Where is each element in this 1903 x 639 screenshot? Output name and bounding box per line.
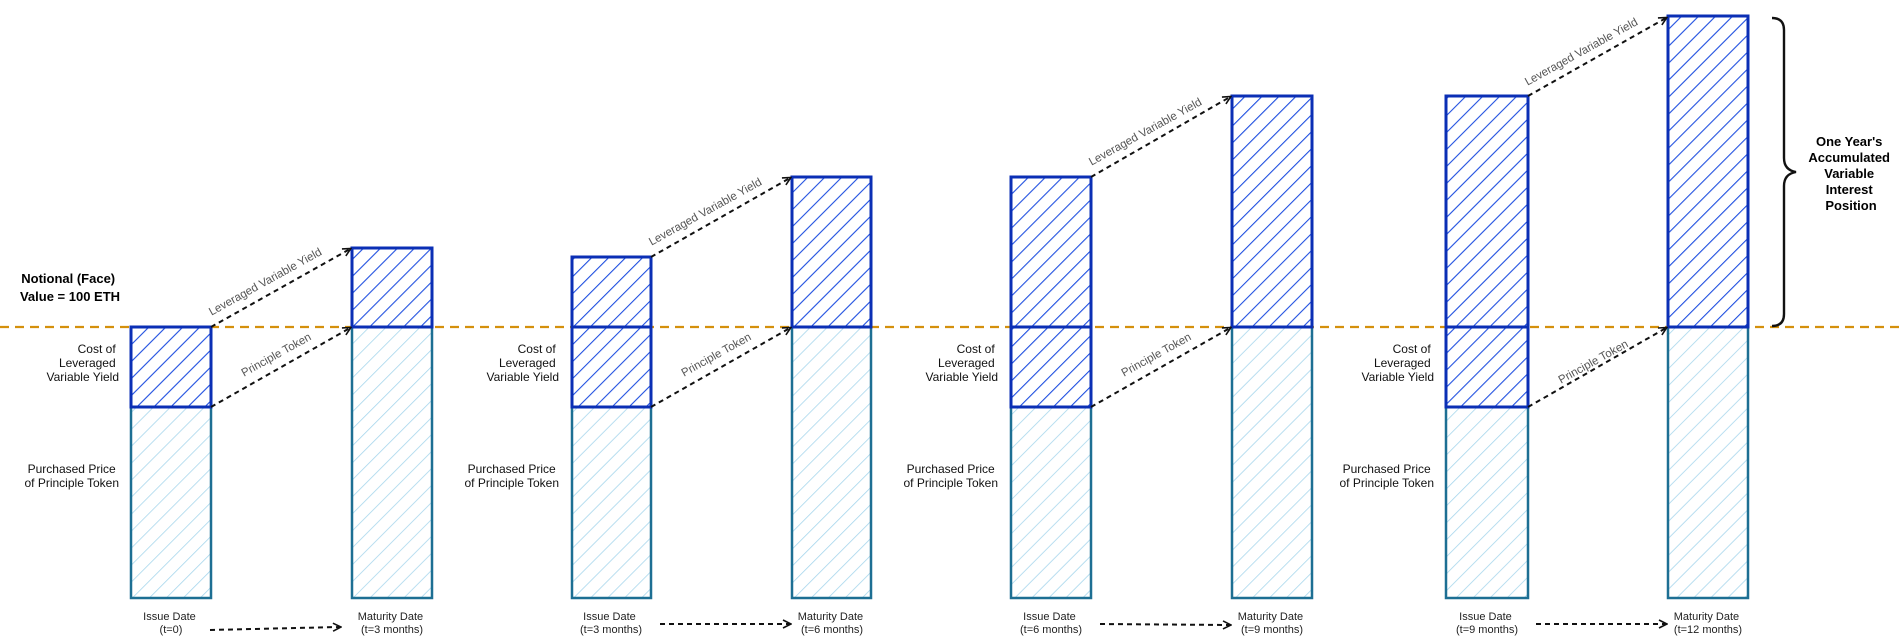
maturity-yield-bar <box>790 175 873 329</box>
issue-cost-bar <box>1009 325 1093 409</box>
issue-cost-bar <box>570 325 653 409</box>
issue-cost-bar <box>129 325 213 409</box>
principle-token-arrow-label: Principle Token <box>1120 331 1194 379</box>
issue-carried-yield-bar <box>1444 94 1530 329</box>
period-1: Cost of Leveraged Variable Yield Purchas… <box>25 246 434 636</box>
issue-principle-bar <box>570 405 653 600</box>
principle-token-arrow-label: Principle Token <box>240 331 314 379</box>
variable-yield-arrow <box>650 178 790 258</box>
variable-yield-arrow-label: Leveraged Variable Yield <box>647 176 764 248</box>
maturity-yield-bar <box>1666 14 1750 329</box>
period-2: Cost of Leveraged Variable Yield Purchas… <box>465 175 873 636</box>
cost-label: Cost of Leveraged Variable Yield <box>926 342 999 384</box>
issue-date-label: Issue Date (t=3 months) <box>580 611 642 636</box>
accumulated-position-label: One Year's Accumulated Variable Interest… <box>1808 134 1893 213</box>
principle-token-arrow <box>1527 328 1666 408</box>
maturity-date-label: Maturity Date (t=9 months) <box>1238 611 1306 636</box>
principle-token-arrow <box>210 328 350 408</box>
issue-date-label: Issue Date (t=0) <box>143 611 199 636</box>
maturity-principle-bar <box>1666 325 1750 600</box>
maturity-date-label: Maturity Date (t=12 months) <box>1674 611 1742 636</box>
period-4: Cost of Leveraged Variable Yield Purchas… <box>1340 14 1750 636</box>
maturity-date-label: Maturity Date (t=3 months) <box>358 611 426 636</box>
cost-label: Cost of Leveraged Variable Yield <box>487 342 560 384</box>
variable-yield-arrow-label: Leveraged Variable Yield <box>207 246 324 318</box>
timeline-arrow <box>209 627 340 630</box>
variable-yield-arrow-label: Leveraged Variable Yield <box>1087 96 1204 168</box>
maturity-principle-bar <box>350 325 434 600</box>
variable-yield-arrow <box>210 249 350 328</box>
principle-token-arrow <box>650 328 790 408</box>
period-3: Cost of Leveraged Variable Yield Purchas… <box>904 94 1314 636</box>
timeline-arrow <box>1099 624 1230 625</box>
variable-yield-arrow <box>1527 18 1666 97</box>
purchase-label: Purchased Price of Principle Token <box>904 462 999 490</box>
maturity-principle-bar <box>1230 325 1314 600</box>
issue-carried-yield-bar <box>1009 175 1093 329</box>
issue-principle-bar <box>1009 405 1093 600</box>
issue-carried-yield-bar <box>570 255 653 329</box>
issue-date-label: Issue Date (t=9 months) <box>1456 611 1518 636</box>
variable-yield-arrow-label: Leveraged Variable Yield <box>1523 16 1640 88</box>
maturity-yield-bar <box>350 246 434 329</box>
issue-principle-bar <box>129 405 213 600</box>
principle-token-arrow-label: Principle Token <box>680 331 754 379</box>
maturity-date-label: Maturity Date (t=6 months) <box>798 611 866 636</box>
cost-label: Cost of Leveraged Variable Yield <box>1362 342 1435 384</box>
purchase-label: Purchased Price of Principle Token <box>1340 462 1435 490</box>
variable-yield-arrow <box>1090 97 1230 178</box>
notional-label: Notional (Face) Value = 100 ETH <box>20 271 120 304</box>
issue-date-label: Issue Date (t=6 months) <box>1020 611 1082 636</box>
cost-label: Cost of Leveraged Variable Yield <box>47 342 120 384</box>
maturity-yield-bar <box>1230 94 1314 329</box>
curly-brace <box>1771 16 1797 328</box>
principle-token-arrow <box>1090 328 1230 408</box>
purchase-label: Purchased Price of Principle Token <box>465 462 560 490</box>
purchase-label: Purchased Price of Principle Token <box>25 462 120 490</box>
issue-principle-bar <box>1444 405 1530 600</box>
maturity-principle-bar <box>790 325 873 600</box>
issue-cost-bar <box>1444 325 1530 409</box>
principle-token-arrow-label: Principle Token <box>1557 338 1631 386</box>
